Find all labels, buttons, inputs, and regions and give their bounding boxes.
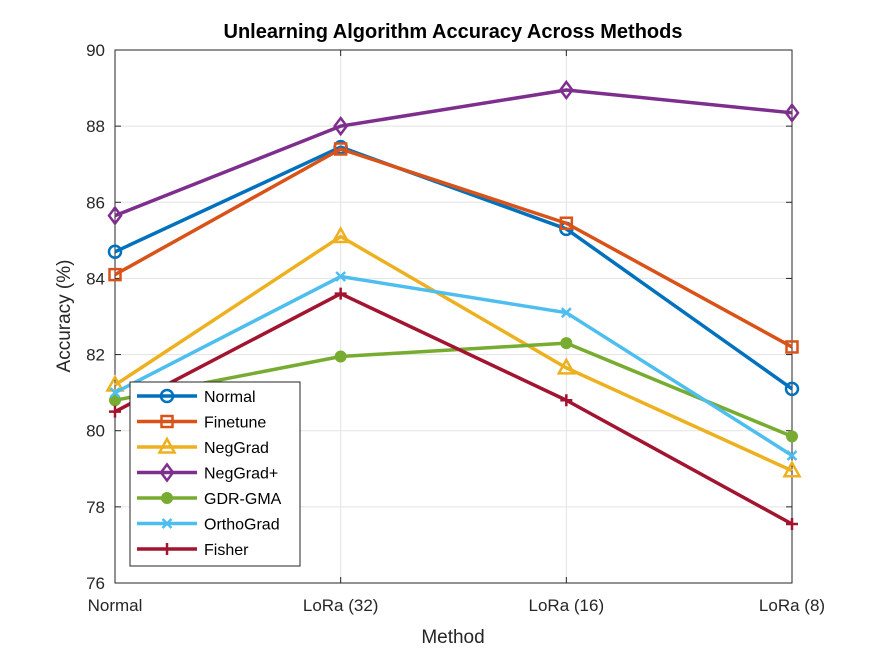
legend-item: OrthoGrad	[137, 517, 280, 534]
series-line	[114, 88, 793, 218]
y-tick-label: 86	[86, 193, 105, 212]
data-point	[786, 430, 798, 443]
x-tick-label: LoRa (32)	[303, 596, 379, 615]
legend-marker	[161, 492, 173, 504]
legend-marker	[160, 414, 174, 429]
legend-marker	[159, 388, 175, 404]
x-axis-label: Method	[421, 627, 484, 648]
x-tick-label: LoRa (16)	[529, 596, 605, 615]
data-point	[334, 350, 347, 363]
legend-label: Normal	[204, 389, 256, 406]
y-tick-label: 80	[86, 422, 105, 441]
series-gdr-gma	[109, 337, 798, 443]
y-axis-ticks: 76 78 80 82 84 86 88 90	[86, 41, 792, 593]
data-point	[109, 405, 121, 418]
chart-title: Unlearning Algorithm Accuracy Across Met…	[224, 21, 683, 43]
legend-label: NegGrad	[204, 440, 269, 457]
legend-marker	[161, 543, 173, 555]
data-point	[334, 287, 347, 300]
series-neggrad	[105, 225, 802, 478]
data-point	[333, 116, 349, 137]
data-point	[784, 102, 800, 123]
y-tick-label: 84	[86, 269, 105, 288]
data-point	[331, 225, 351, 244]
data-point	[560, 394, 573, 407]
legend-label: Finetune	[204, 415, 266, 432]
data-point	[333, 142, 348, 156]
series-line	[114, 274, 793, 457]
series-group	[105, 79, 802, 530]
legend-label: GDR-GMA	[204, 491, 282, 508]
series-neggrad-	[107, 79, 800, 226]
x-tick-label: Normal	[88, 596, 143, 615]
legend-item: Normal	[137, 388, 256, 406]
legend-marker	[157, 436, 177, 454]
data-point	[107, 205, 123, 226]
data-point	[558, 79, 574, 101]
data-point	[784, 381, 800, 397]
data-point	[786, 450, 798, 461]
y-tick-label: 82	[86, 346, 105, 365]
data-point	[107, 244, 123, 260]
series-finetune	[108, 142, 799, 354]
series-line	[114, 291, 793, 526]
series-line	[114, 147, 793, 349]
legend-label: Fisher	[204, 542, 249, 559]
y-tick-label: 78	[86, 498, 105, 517]
legend-item: Fisher	[137, 542, 249, 559]
series-fisher	[109, 287, 798, 530]
data-point	[335, 271, 347, 282]
data-point	[556, 357, 576, 375]
y-tick-label: 76	[86, 574, 105, 593]
legend-item: NegGrad	[137, 436, 269, 457]
data-point	[782, 460, 802, 478]
legend-label: NegGrad+	[204, 466, 278, 483]
plot-frame	[114, 49, 793, 584]
data-point	[105, 374, 125, 392]
y-tick-label: 90	[86, 41, 105, 60]
data-point	[785, 340, 799, 354]
y-tick-label: 88	[86, 117, 105, 136]
data-point	[559, 216, 574, 230]
legend-item: GDR-GMA	[137, 491, 282, 508]
y-axis-label: Accuracy (%)	[54, 260, 75, 373]
data-point	[560, 337, 573, 350]
legend-item: Finetune	[137, 415, 266, 432]
series-line	[114, 145, 794, 391]
data-point	[560, 307, 572, 319]
legend-item: NegGrad+	[137, 462, 278, 483]
x-axis-ticks: Normal LoRa (32) LoRa (16) LoRa (8)	[88, 50, 825, 615]
data-point	[786, 517, 798, 530]
series-orthograd	[109, 271, 798, 461]
x-tick-label: LoRa (8)	[759, 596, 825, 615]
series-line	[114, 234, 793, 473]
legend-marker	[159, 462, 175, 483]
data-point	[108, 267, 122, 282]
legend: Normal Finetune NegGrad NegGrad+ GDR-GMA Orth…	[129, 381, 301, 567]
legend-marker	[161, 518, 173, 529]
series-line	[114, 341, 793, 439]
legend-label: OrthoGrad	[204, 517, 280, 534]
data-point	[109, 387, 121, 399]
